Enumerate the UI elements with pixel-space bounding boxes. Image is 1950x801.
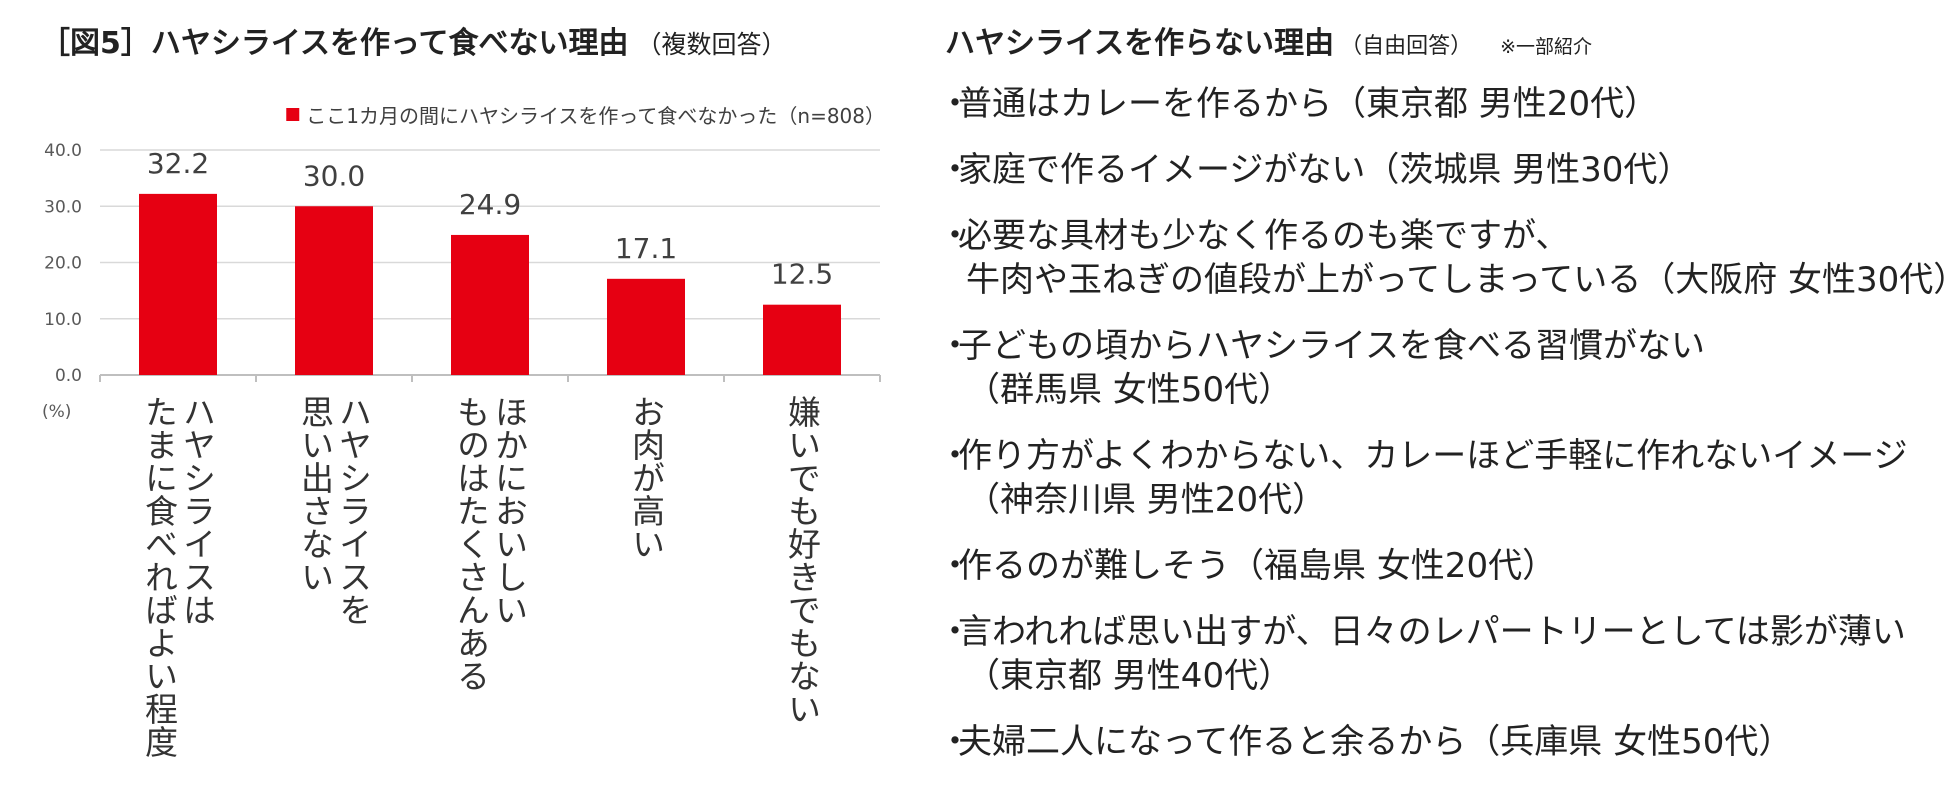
category-label: 嫌いでも好きでもない — [783, 395, 822, 725]
excerpt-note: ※一部紹介 — [1500, 36, 1593, 58]
category-label: ものはたくさんある — [452, 395, 491, 692]
reason-item: ・普通はカレーを作るから（東京都 男性20代） — [938, 82, 1938, 126]
reason-text: 言われれば思い出すが、日々のレパートリーとしては影が薄い — [958, 612, 1906, 652]
reason-item: ・夫婦二人になって作ると余るから（兵庫県 女性50代） — [938, 720, 1938, 764]
reason-text: 作るのが難しそう（福島県 女性20代） — [958, 546, 1557, 586]
bullet-mark: ・ — [938, 326, 972, 366]
bullet-mark: ・ — [938, 546, 972, 586]
free-answer-title-text: ハヤシライスを作らない理由 — [945, 26, 1335, 61]
category-label: たまに食べればよい程度 — [140, 395, 179, 758]
chart-title: ［図5］ハヤシライスを作って食べない理由 （複数回答） — [40, 18, 787, 62]
legend-swatch — [286, 108, 300, 121]
y-tick-label: 20.0 — [44, 254, 82, 274]
category-label: ハヤシライスは — [178, 395, 217, 626]
bullet-mark: ・ — [938, 612, 972, 652]
value-label: 24.9 — [459, 188, 521, 221]
y-tick-label: 30.0 — [44, 197, 82, 217]
category-label: ほかにおいしい — [490, 395, 529, 626]
reason-text: 家庭で作るイメージがない（茨城県 男性30代） — [958, 150, 1692, 190]
free-answer-subtitle: （自由回答） — [1340, 34, 1473, 59]
reason-text: （群馬県 女性50代） — [966, 370, 1293, 410]
free-answer-title: ハヤシライスを作らない理由 （自由回答） ※一部紹介 — [945, 18, 1592, 62]
bullet-mark: ・ — [938, 84, 972, 124]
bar — [451, 234, 529, 375]
free-answer-list: ・普通はカレーを作るから（東京都 男性20代）・家庭で作るイメージがない（茨城県… — [938, 82, 1950, 786]
chart-title-text: ［図5］ハヤシライスを作って食べない理由 — [40, 26, 629, 61]
bar — [607, 278, 685, 375]
y-tick-label: 0.0 — [55, 366, 82, 386]
reason-text: 必要な具材も少なく作るのも楽ですが、 — [958, 216, 1570, 256]
value-label: 32.2 — [147, 147, 209, 180]
legend-label: ここ1カ月の間にハヤシライスを作って食べなかった（n=808） — [306, 104, 885, 128]
reason-text: 作り方がよくわからない、カレーほど手軽に作れないイメージ — [958, 436, 1908, 476]
bullet-mark: ・ — [938, 722, 972, 762]
category-label: 思い出さない — [296, 395, 335, 593]
reason-item: ・子どもの頃からハヤシライスを食べる習慣がない （群馬県 女性50代） — [938, 324, 1938, 412]
reason-item: ・作り方がよくわからない、カレーほど手軽に作れないイメージ （神奈川県 男性20代… — [938, 434, 1938, 522]
reason-text: （東京都 男性40代） — [966, 656, 1293, 696]
reason-item: ・必要な具材も少なく作るのも楽ですが、 牛肉や玉ねぎの値段が上がってしまっている（… — [938, 214, 1950, 302]
bullet-mark: ・ — [938, 150, 972, 190]
bar — [763, 304, 841, 375]
value-label: 17.1 — [615, 232, 677, 265]
y-axis-label: (%) — [42, 402, 71, 422]
reason-text: （神奈川県 男性20代） — [966, 480, 1327, 520]
reason-text: 夫婦二人になって作ると余るから（兵庫県 女性50代） — [958, 722, 1793, 762]
reason-text: 普通はカレーを作るから（東京都 男性20代） — [958, 84, 1659, 124]
category-label: お肉が高い — [627, 395, 666, 560]
reason-item: ・家庭で作るイメージがない（茨城県 男性30代） — [938, 148, 1938, 192]
value-label: 12.5 — [771, 258, 833, 291]
bar — [139, 193, 217, 375]
y-tick-label: 10.0 — [44, 310, 82, 330]
bullet-mark: ・ — [938, 436, 972, 476]
category-label: ハヤシライスを — [334, 395, 373, 626]
value-label: 30.0 — [303, 159, 365, 192]
bullet-mark: ・ — [938, 216, 972, 256]
chart-subtitle: （複数回答） — [636, 30, 787, 59]
reason-text: 子どもの頃からハヤシライスを食べる習慣がない — [958, 326, 1705, 366]
reason-item: ・言われれば思い出すが、日々のレパートリーとしては影が薄い （東京都 男性40代） — [938, 610, 1938, 698]
reason-text: 牛肉や玉ねぎの値段が上がってしまっている（大阪府 女性30代） — [966, 260, 1950, 300]
y-tick-label: 40.0 — [44, 141, 82, 161]
bar — [295, 206, 373, 375]
reason-item: ・作るのが難しそう（福島県 女性20代） — [938, 544, 1938, 588]
bar-chart: 0.0 10.0 20.0 30.0 40.0 (%) ここ1カ月の間にハヤシライスを作って… — [42, 104, 885, 758]
